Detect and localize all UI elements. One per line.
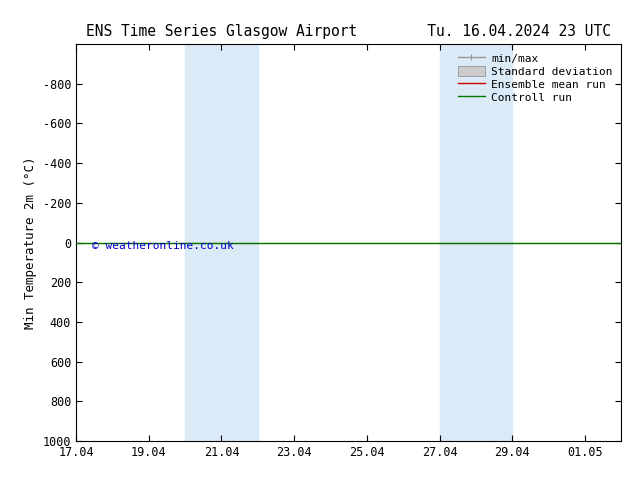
Title: ENS Time Series Glasgow Airport        Tu. 16.04.2024 23 UTC: ENS Time Series Glasgow Airport Tu. 16.0… xyxy=(86,24,611,39)
Bar xyxy=(439,44,512,441)
Legend: min/max, Standard deviation, Ensemble mean run, Controll run: min/max, Standard deviation, Ensemble me… xyxy=(455,49,616,106)
Bar xyxy=(185,44,258,441)
Text: © weatheronline.co.uk: © weatheronline.co.uk xyxy=(93,241,234,250)
Y-axis label: Min Temperature 2m (°C): Min Temperature 2m (°C) xyxy=(24,156,37,329)
